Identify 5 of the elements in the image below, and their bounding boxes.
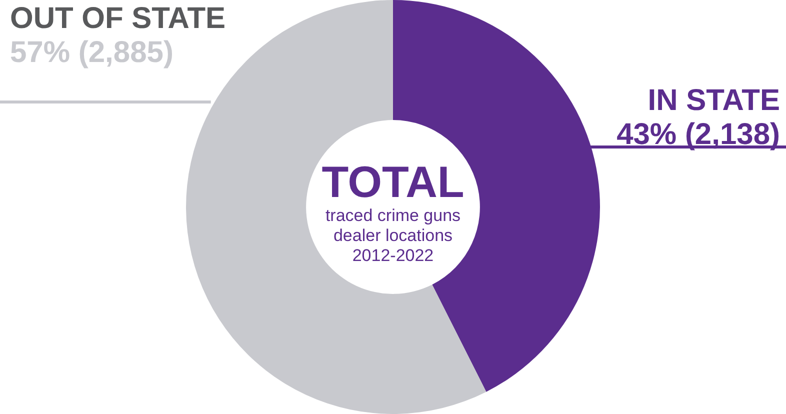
text: traced crime guns dealer locations 2012-2022 [325, 206, 461, 265]
data-label: 43% (2,138) [616, 118, 780, 151]
slice-label: IN STATE [648, 84, 780, 117]
slice-label: OUT OF STATE [10, 2, 226, 35]
text: TOTAL [322, 158, 464, 207]
